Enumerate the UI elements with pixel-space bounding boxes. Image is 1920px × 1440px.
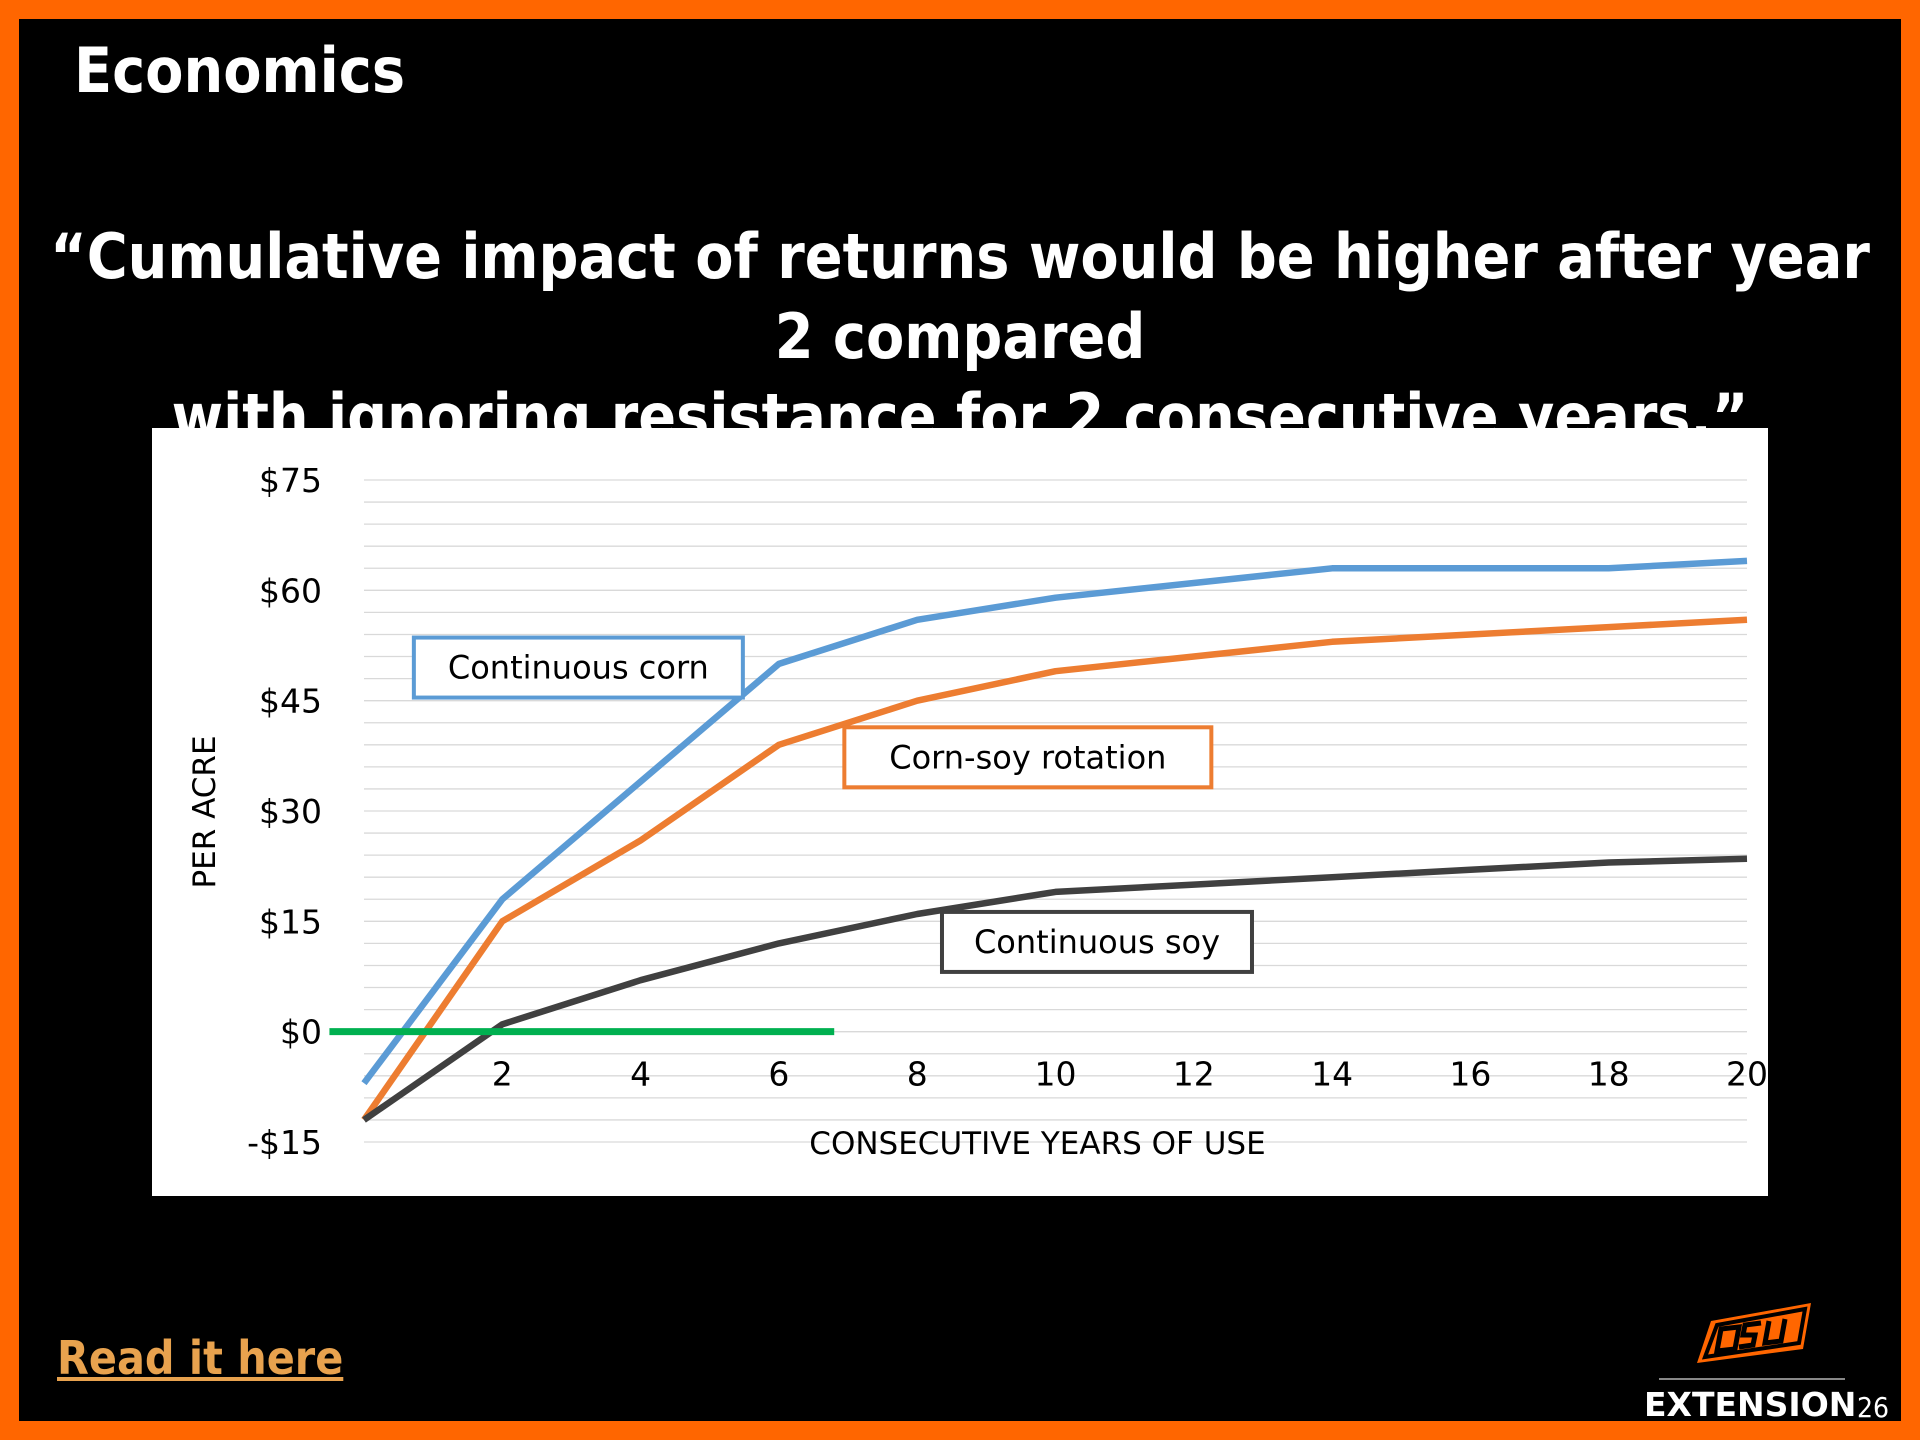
y-tick-label: $60	[259, 571, 322, 610]
series-label-box-3	[939, 909, 1254, 974]
read-it-here-link[interactable]: Read it here	[57, 1331, 344, 1385]
page-number: 26	[1857, 1391, 1890, 1424]
series-label-1: Continuous corn	[448, 649, 709, 687]
y-tick-label: $0	[280, 1013, 322, 1052]
series-line-1	[361, 557, 1748, 1086]
slide-quote: “Cumulative impact of returns would be h…	[39, 217, 1881, 457]
x-tick-label: 14	[1311, 1055, 1353, 1094]
y-tick-label: $75	[259, 461, 322, 500]
y-tick-label: $30	[259, 792, 322, 831]
x-tick-label: 18	[1588, 1055, 1630, 1094]
osu-logo-icon	[1697, 1303, 1811, 1363]
x-tick-label: 10	[1035, 1055, 1077, 1094]
x-tick-label: 12	[1173, 1055, 1215, 1094]
slide-title: Economics	[74, 34, 406, 107]
series-label-box-2	[842, 725, 1214, 790]
series-line-2	[361, 616, 1748, 1122]
series-label-3: Continuous soy	[974, 923, 1220, 961]
brand-label: EXTENSION	[1644, 1385, 1857, 1424]
x-tick-label: 4	[630, 1055, 651, 1094]
x-tick-label: 2	[492, 1055, 513, 1094]
chart-panel: -$15 $0 $15 $30 $45 $60 $75 2 4 6 8 10 12 14 16 18 20 CON…	[152, 428, 1768, 1196]
series-label-box-1	[411, 635, 745, 700]
y-tick-label: -$15	[247, 1123, 322, 1162]
x-axis-title: CONSECUTIVE YEARS OF USE	[809, 1126, 1265, 1162]
y-tick-label: $45	[259, 682, 322, 721]
x-tick-label: 16	[1449, 1055, 1491, 1094]
logo-divider	[1659, 1378, 1845, 1380]
line-chart: -$15 $0 $15 $30 $45 $60 $75 2 4 6 8 10 12 14 16 18 20 CON…	[187, 461, 1768, 1162]
series-line-3	[362, 855, 1748, 1123]
quote-line-1: “Cumulative impact of returns would be h…	[50, 220, 1870, 373]
x-tick-label: 8	[907, 1055, 928, 1094]
series-label-2: Corn-soy rotation	[889, 738, 1166, 776]
x-tick-label: 20	[1726, 1055, 1768, 1094]
x-tick-label: 6	[768, 1055, 789, 1094]
y-tick-label: $15	[259, 902, 322, 941]
y-axis-title: PER ACRE	[187, 735, 223, 888]
